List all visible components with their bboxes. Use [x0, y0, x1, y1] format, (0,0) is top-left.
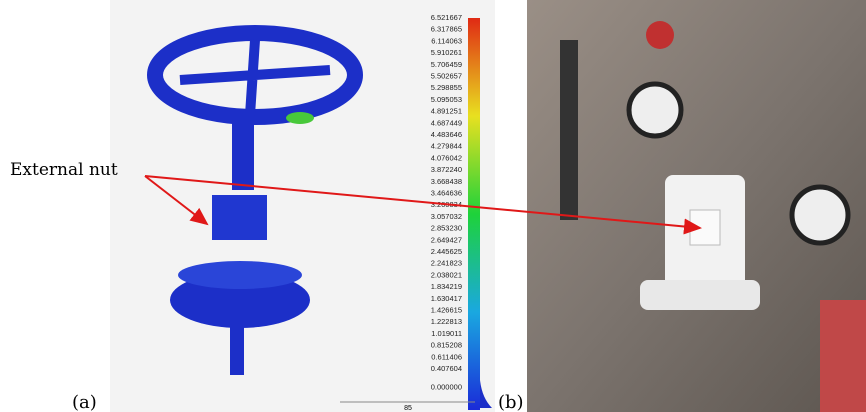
colorbar-label: 3.464636	[431, 189, 462, 198]
valve-handwheel	[640, 280, 760, 310]
colorbar-label: 0.611406	[431, 352, 462, 361]
colorbar-label: 6.317865	[431, 25, 462, 34]
colorbar-label: 6.521667	[431, 13, 462, 22]
dial-gauge	[792, 187, 848, 243]
colorbar-label: 5.298855	[431, 83, 462, 92]
colorbar-label: 2.649427	[431, 235, 462, 244]
panel-a: 85 6.521667 6.317865 6.114063 5.910261 5.706…	[110, 0, 495, 412]
colorbar-label: 2.038021	[431, 270, 462, 279]
colorbar-label: 3.668438	[431, 177, 462, 186]
colorbar-label: 4.076042	[431, 153, 462, 162]
colorbar-label: 4.687449	[431, 118, 462, 127]
annotation: External nut	[10, 160, 118, 180]
colorbar-label: 4.483646	[431, 130, 462, 139]
colorbar-label: 2.853230	[431, 224, 462, 233]
panel-b	[527, 0, 866, 412]
external-nut	[212, 195, 267, 240]
colorbar-label: 0.815208	[431, 341, 462, 350]
colorbar-label: 5.095053	[431, 95, 462, 104]
screw	[230, 325, 244, 375]
magnetic-base	[820, 300, 866, 412]
red-knob	[646, 21, 674, 49]
colorbar-label: 4.891251	[431, 107, 462, 116]
scale-bar-label: 85	[404, 405, 412, 412]
colorbar-label: 6.114063	[431, 36, 462, 45]
colorbar-label: 5.910261	[431, 48, 462, 57]
colorbar-label: 1.426615	[431, 306, 462, 315]
colorbar-label: 3.872240	[431, 165, 462, 174]
colorbar-label: 1.019011	[431, 329, 462, 338]
hotspot	[286, 112, 314, 124]
panel-label: (b)	[498, 392, 524, 412]
colorbar-label: 2.241823	[431, 259, 462, 268]
colorbar-label: 4.279844	[431, 142, 462, 151]
figure: 85 6.521667 6.317865 6.114063 5.910261 5.706…	[0, 0, 866, 412]
colorbar	[468, 18, 480, 410]
stand-rod	[560, 40, 578, 220]
dial-gauge	[629, 84, 681, 136]
colorbar-label: 5.502657	[431, 72, 462, 81]
colorbar-label: 5.706459	[431, 60, 462, 69]
colorbar-label: 0.407604	[431, 364, 462, 373]
colorbar-label: 3.057032	[431, 212, 462, 221]
colorbar-label: 1.630417	[431, 294, 462, 303]
colorbar-label: 0.000000	[431, 383, 462, 392]
base-top	[178, 261, 302, 289]
panel-label: (a)	[72, 392, 97, 412]
stem	[232, 110, 254, 190]
colorbar-label: 2.445625	[431, 247, 462, 256]
colorbar-label: 1.222813	[431, 317, 462, 326]
colorbar-label: 1.834219	[431, 282, 462, 291]
